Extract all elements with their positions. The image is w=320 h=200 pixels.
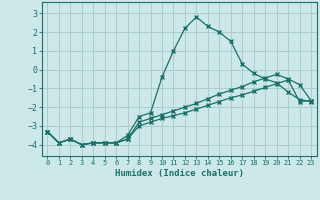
X-axis label: Humidex (Indice chaleur): Humidex (Indice chaleur) — [115, 169, 244, 178]
